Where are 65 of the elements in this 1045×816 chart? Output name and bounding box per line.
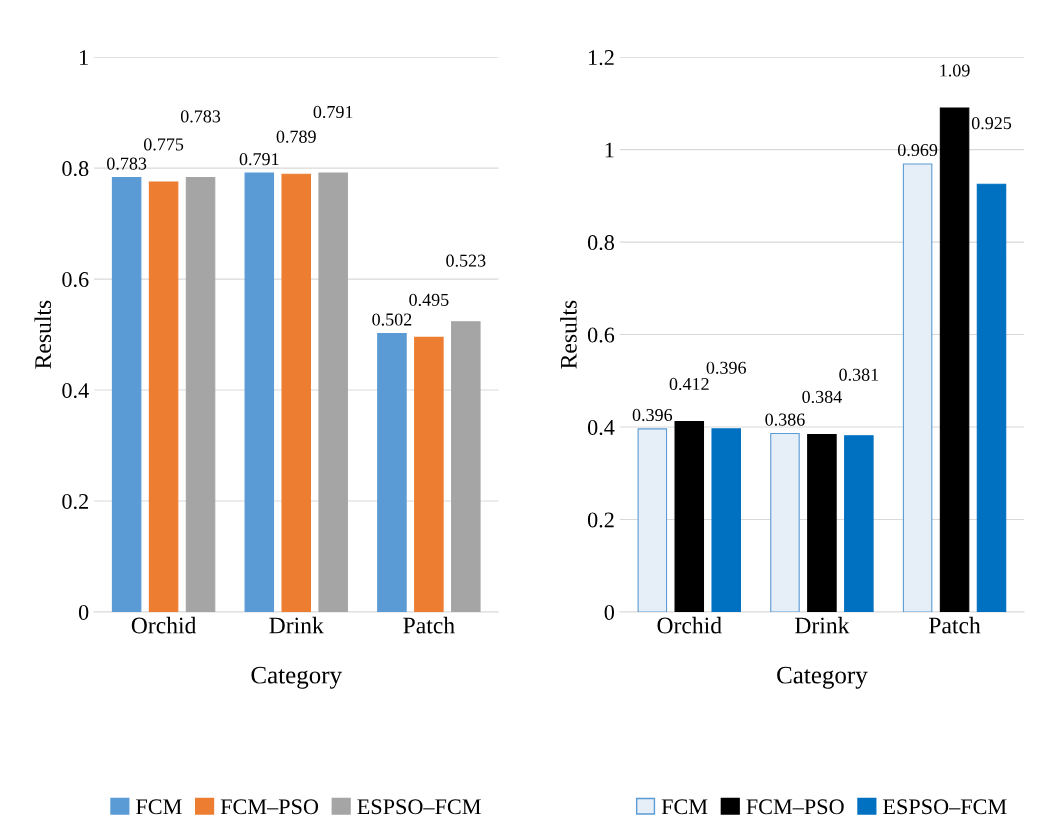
y-tick-label: 1 bbox=[605, 142, 614, 158]
bar bbox=[939, 107, 970, 612]
bar bbox=[414, 336, 444, 612]
legend-label: ESPSO–FCM bbox=[357, 799, 481, 815]
bar bbox=[185, 176, 216, 612]
legend-label: FCM–PSO bbox=[746, 799, 844, 815]
data-label: 0.396 bbox=[632, 408, 673, 422]
y-tick-label: 0.6 bbox=[587, 327, 615, 343]
bar bbox=[281, 173, 312, 612]
x-tick-label: Drink bbox=[269, 616, 324, 634]
legend-label: FCM bbox=[661, 799, 708, 815]
data-label: 0.386 bbox=[765, 413, 805, 426]
x-tick-label: Drink bbox=[795, 616, 850, 634]
bar bbox=[637, 428, 668, 612]
data-label: 0.502 bbox=[372, 313, 412, 326]
data-label: 0.791 bbox=[239, 153, 279, 166]
y-tick-label: 0.2 bbox=[587, 512, 614, 528]
x-axis-title: Category bbox=[777, 666, 868, 689]
bar bbox=[111, 176, 142, 612]
bar bbox=[674, 420, 705, 612]
y-tick-label: 0 bbox=[604, 604, 615, 620]
bar bbox=[976, 183, 1007, 612]
x-tick-label: Orchid bbox=[657, 616, 722, 634]
data-label: 0.783 bbox=[107, 157, 147, 170]
data-label: 0.412 bbox=[669, 377, 709, 391]
x-tick-label: Patch bbox=[403, 616, 455, 634]
y-tick-label: 1 bbox=[80, 50, 88, 65]
x-tick-label: Orchid bbox=[131, 616, 197, 634]
data-label: 0.969 bbox=[897, 143, 938, 157]
bar bbox=[377, 332, 407, 612]
y-tick-label: 0.2 bbox=[62, 493, 88, 510]
y-tick-label: 0.8 bbox=[587, 235, 615, 251]
data-label: 0.789 bbox=[276, 130, 316, 143]
data-label: 0.523 bbox=[446, 254, 486, 267]
data-label: 0.783 bbox=[180, 110, 221, 123]
bar bbox=[902, 163, 933, 612]
data-label: 0.384 bbox=[802, 390, 842, 404]
y-axis-title: Results bbox=[560, 300, 577, 369]
legend-label: FCM–PSO bbox=[220, 799, 319, 815]
y-tick-label: 1.2 bbox=[589, 50, 614, 66]
legend-label: ESPSO–FCM bbox=[883, 799, 1007, 815]
data-label: 0.381 bbox=[839, 368, 879, 381]
data-label: 0.396 bbox=[706, 361, 746, 374]
data-label: 0.925 bbox=[971, 117, 1012, 130]
bar bbox=[244, 172, 275, 612]
bar bbox=[807, 433, 837, 612]
y-axis-title: Results bbox=[34, 300, 52, 369]
bar bbox=[318, 172, 348, 612]
y-tick-label: 0.4 bbox=[62, 382, 89, 399]
x-axis-title: Category bbox=[251, 666, 342, 689]
bar bbox=[148, 181, 179, 612]
bar bbox=[770, 432, 800, 612]
y-tick-label: 0.4 bbox=[587, 419, 615, 436]
bar bbox=[844, 435, 874, 612]
y-tick-label: 0.8 bbox=[62, 161, 89, 177]
x-tick-label: Patch bbox=[929, 616, 981, 634]
legend-label: FCM bbox=[136, 799, 182, 815]
y-tick-label: 0 bbox=[78, 604, 89, 620]
data-label: 0.495 bbox=[409, 293, 449, 306]
data-label: 0.775 bbox=[143, 138, 184, 151]
data-label: 0.791 bbox=[313, 105, 353, 119]
y-tick-label: 0.6 bbox=[62, 272, 89, 288]
bar bbox=[451, 321, 481, 612]
bar bbox=[711, 428, 741, 612]
data-label: 1.09 bbox=[940, 64, 970, 77]
